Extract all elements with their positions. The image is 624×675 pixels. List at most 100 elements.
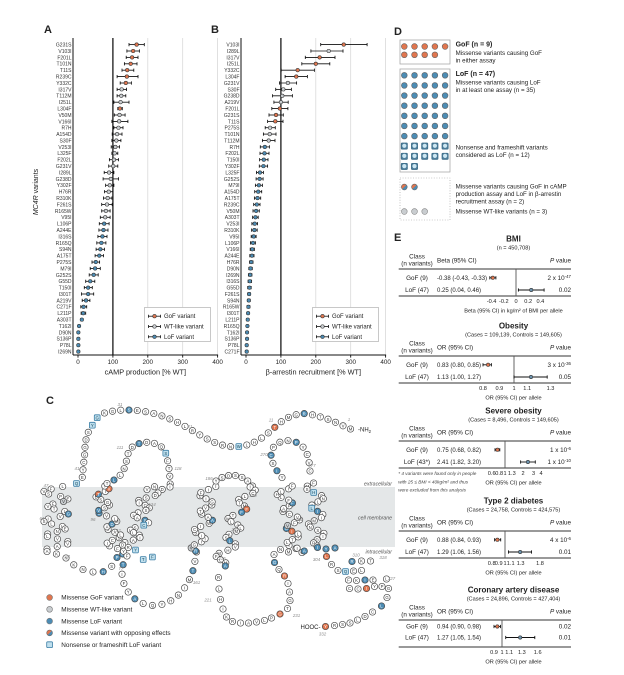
svg-text:0.83 (0.80, 0.85): 0.83 (0.80, 0.85)	[437, 363, 481, 369]
svg-text:0.01: 0.01	[559, 549, 572, 556]
svg-text:P275S: P275S	[56, 260, 72, 266]
svg-text:A: A	[247, 621, 250, 626]
svg-text:S: S	[234, 473, 237, 478]
svg-text:F: F	[312, 481, 315, 486]
svg-text:V253I: V253I	[58, 145, 71, 151]
svg-text:F: F	[126, 554, 129, 559]
svg-text:V: V	[46, 504, 49, 509]
svg-text:254: 254	[230, 527, 239, 532]
svg-text:I: I	[208, 487, 209, 492]
svg-text:V50M: V50M	[58, 113, 71, 119]
svg-text:H: H	[226, 548, 229, 553]
svg-text:L: L	[230, 520, 233, 525]
svg-text:Nonsense or frameshift LoF var: Nonsense or frameshift LoF variant	[61, 642, 161, 649]
svg-text:R: R	[303, 411, 306, 416]
svg-text:A: A	[132, 538, 135, 543]
svg-text:0.9: 0.9	[490, 650, 498, 656]
svg-text:M: M	[188, 577, 192, 582]
svg-text:C: C	[356, 587, 359, 592]
svg-text:F: F	[293, 520, 296, 525]
svg-text:K: K	[72, 563, 75, 568]
svg-text:E: E	[136, 408, 139, 413]
svg-text:T11S: T11S	[228, 119, 240, 125]
svg-text:F202L: F202L	[57, 158, 71, 164]
svg-text:318: 318	[379, 555, 387, 560]
svg-text:221: 221	[203, 598, 212, 603]
svg-text:I289L: I289L	[59, 170, 72, 176]
svg-text:R239C: R239C	[224, 202, 240, 208]
svg-text:M: M	[312, 519, 316, 524]
svg-text:Y: Y	[82, 468, 85, 473]
svg-text:1.1: 1.1	[505, 650, 513, 656]
svg-text:G: G	[295, 412, 299, 417]
svg-text:I: I	[317, 545, 318, 550]
svg-text:OR (95% CI): OR (95% CI)	[437, 345, 473, 352]
svg-text:P: P	[381, 584, 384, 589]
svg-text:L: L	[356, 618, 359, 623]
svg-text:0.9: 0.9	[495, 561, 503, 567]
svg-text:G: G	[385, 595, 389, 600]
svg-text:0.02: 0.02	[559, 624, 572, 631]
svg-text:T: T	[288, 543, 291, 548]
svg-text:G: G	[67, 512, 71, 517]
svg-text:231: 231	[292, 613, 301, 618]
svg-text:N: N	[177, 593, 180, 598]
svg-text:L: L	[64, 509, 67, 514]
svg-text:134: 134	[148, 502, 156, 507]
svg-text:I: I	[240, 621, 241, 626]
svg-text:Missense LoF variant: Missense LoF variant	[61, 618, 122, 625]
svg-text:L: L	[280, 489, 283, 494]
svg-text:Missense variants causing LoF: Missense variants causing LoF	[456, 80, 541, 87]
svg-text:were excluded from this analys: were excluded from this analysis	[398, 488, 466, 493]
svg-text:I: I	[204, 536, 205, 541]
svg-text:T: T	[291, 537, 294, 542]
svg-text:P value: P value	[550, 430, 572, 437]
svg-text:C: C	[288, 512, 291, 517]
svg-text:L: L	[218, 587, 221, 592]
svg-text:L304F: L304F	[57, 107, 71, 113]
svg-text:T: T	[369, 559, 372, 564]
svg-text:N: N	[286, 438, 289, 443]
svg-text:(Cases = 24,896, Controls = 42: (Cases = 24,896, Controls = 427,404)	[467, 596, 561, 602]
svg-text:F: F	[200, 490, 203, 495]
svg-text:304: 304	[313, 557, 321, 562]
svg-text:L: L	[142, 601, 145, 606]
svg-text:I: I	[317, 509, 318, 514]
svg-text:L: L	[325, 554, 328, 559]
svg-text:WT-like variant: WT-like variant	[164, 325, 204, 331]
svg-text:T101N: T101N	[56, 62, 71, 68]
svg-text:F201L: F201L	[57, 55, 71, 61]
svg-text:S: S	[125, 459, 128, 464]
svg-text:Severe obesity: Severe obesity	[485, 407, 542, 416]
svg-text:A244E: A244E	[56, 228, 72, 234]
svg-text:Y: Y	[325, 547, 328, 552]
svg-text:N: N	[322, 496, 325, 501]
svg-text:P78L: P78L	[60, 343, 72, 349]
svg-text:L: L	[244, 494, 247, 499]
svg-text:G: G	[106, 500, 110, 505]
svg-text:A: A	[282, 506, 285, 511]
svg-text:Coronary artery disease: Coronary artery disease	[468, 586, 560, 595]
svg-text:I: I	[139, 535, 140, 540]
svg-text:I: I	[205, 497, 206, 502]
svg-text:1.1: 1.1	[507, 561, 515, 567]
svg-text:A: A	[246, 479, 249, 484]
svg-text:I289L: I289L	[227, 49, 240, 55]
svg-text:D: D	[84, 438, 87, 443]
svg-text:R: R	[231, 619, 234, 624]
svg-text:C: C	[82, 460, 85, 465]
svg-text:S: S	[225, 535, 228, 540]
svg-text:1: 1	[503, 471, 506, 477]
svg-text:1.6: 1.6	[534, 650, 542, 656]
svg-text:P275S: P275S	[224, 126, 240, 132]
svg-text:C271F: C271F	[224, 350, 239, 356]
svg-text:A175T: A175T	[57, 254, 72, 260]
svg-text:S: S	[316, 528, 319, 533]
svg-text:S: S	[306, 487, 309, 492]
svg-text:C: C	[111, 538, 114, 543]
svg-text:G55D: G55D	[226, 286, 239, 292]
svg-text:I251L: I251L	[59, 100, 72, 106]
svg-text:M79I: M79I	[60, 266, 71, 272]
svg-text:G238D: G238D	[56, 177, 72, 183]
svg-text:200: 200	[143, 359, 154, 366]
